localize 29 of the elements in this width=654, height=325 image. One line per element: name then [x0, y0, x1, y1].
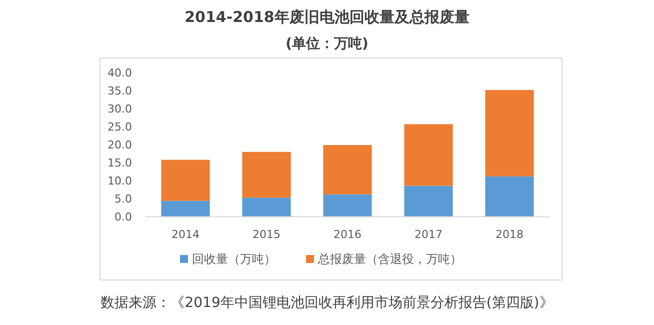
bar [323, 145, 372, 194]
y-tick-label: 0.0 [114, 210, 132, 224]
bar [242, 198, 291, 217]
bar [323, 194, 372, 217]
legend-label: 总报废量（含退役，万吨） [317, 252, 462, 266]
y-tick-label: 15.0 [108, 156, 132, 170]
x-tick-label: 2014 [172, 228, 200, 241]
x-tick-label: 2017 [414, 228, 442, 241]
y-tick-label: 40.0 [108, 66, 132, 80]
y-tick-label: 25.0 [108, 120, 132, 134]
y-tick-label: 10.0 [108, 174, 132, 188]
x-tick-label: 2018 [496, 228, 524, 241]
bar [161, 200, 210, 217]
bar [485, 176, 534, 217]
y-tick-label: 5.0 [114, 192, 132, 206]
bar [485, 90, 534, 176]
y-tick-label: 20.0 [108, 138, 132, 152]
y-tick-label: 35.0 [108, 84, 132, 98]
chart-title: 2014-2018年废旧电池回收量及总报废量 [184, 8, 470, 26]
y-tick-label: 30.0 [108, 102, 132, 116]
bar [404, 186, 453, 217]
chart-subtitle: (单位：万吨) [286, 36, 368, 52]
bar [242, 152, 291, 198]
legend-label: 回收量（万吨） [192, 252, 276, 266]
x-tick-label: 2015 [252, 228, 280, 241]
source-note: 数据来源：《2019年中国锂电池回收再利用市场前景分析报告(第四版)》 [100, 295, 554, 311]
x-tick-label: 2016 [334, 228, 362, 241]
bar [404, 124, 453, 186]
bar [161, 160, 210, 201]
